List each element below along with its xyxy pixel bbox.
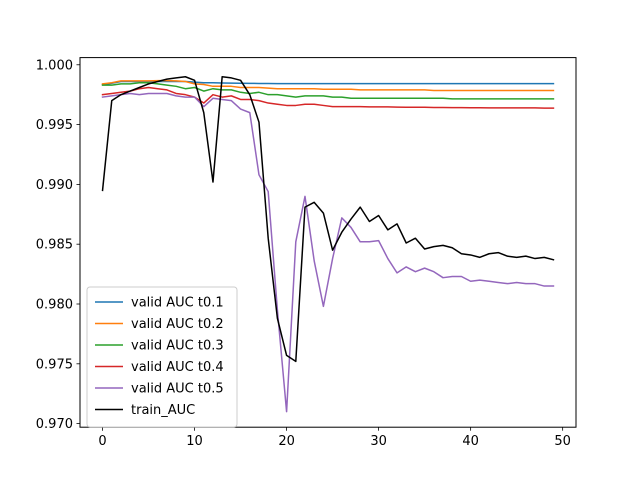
series-line-3: [101, 86, 555, 109]
x-tick-label-2: 20: [278, 434, 295, 449]
x-tick-label-5: 50: [554, 434, 571, 449]
legend: valid AUC t0.1 valid AUC t0.2 valid AUC t0…: [86, 286, 238, 428]
series-line-4: [101, 92, 555, 413]
series-line-5: [101, 75, 555, 363]
legend-label-2: valid AUC t0.3: [131, 339, 224, 354]
legend-label-4: valid AUC t0.5: [131, 382, 224, 397]
y-tick-label-3: 0.985: [36, 238, 73, 253]
axes-frame: [79, 57, 577, 428]
y-tick-label-1: 0.975: [36, 357, 73, 372]
series-line-1: [101, 79, 555, 92]
y-tick-label-5: 0.995: [36, 118, 73, 133]
x-tick-label-3: 30: [370, 434, 387, 449]
y-tick-label-4: 0.990: [36, 178, 73, 193]
y-axis: 0.970 0.975 0.980 0.985 0.990 0.995 1.000: [36, 58, 80, 432]
y-tick-label-6: 1.000: [36, 58, 73, 73]
x-tick-label-4: 40: [462, 434, 479, 449]
legend-label-0: valid AUC t0.1: [131, 296, 224, 311]
x-tick-label-1: 10: [186, 434, 203, 449]
x-tick-label-0: 0: [98, 434, 106, 449]
series-layer: [101, 75, 555, 413]
y-tick-label-2: 0.980: [36, 298, 73, 313]
series-line-2: [101, 81, 555, 100]
legend-box: [86, 286, 238, 428]
legend-label-3: valid AUC t0.4: [131, 360, 224, 375]
legend-label-1: valid AUC t0.2: [131, 317, 224, 332]
legend-label-5: train_AUC: [131, 403, 195, 418]
x-axis: 0 10 20 30 40 50: [98, 427, 571, 449]
y-tick-label-0: 0.970: [36, 417, 73, 432]
